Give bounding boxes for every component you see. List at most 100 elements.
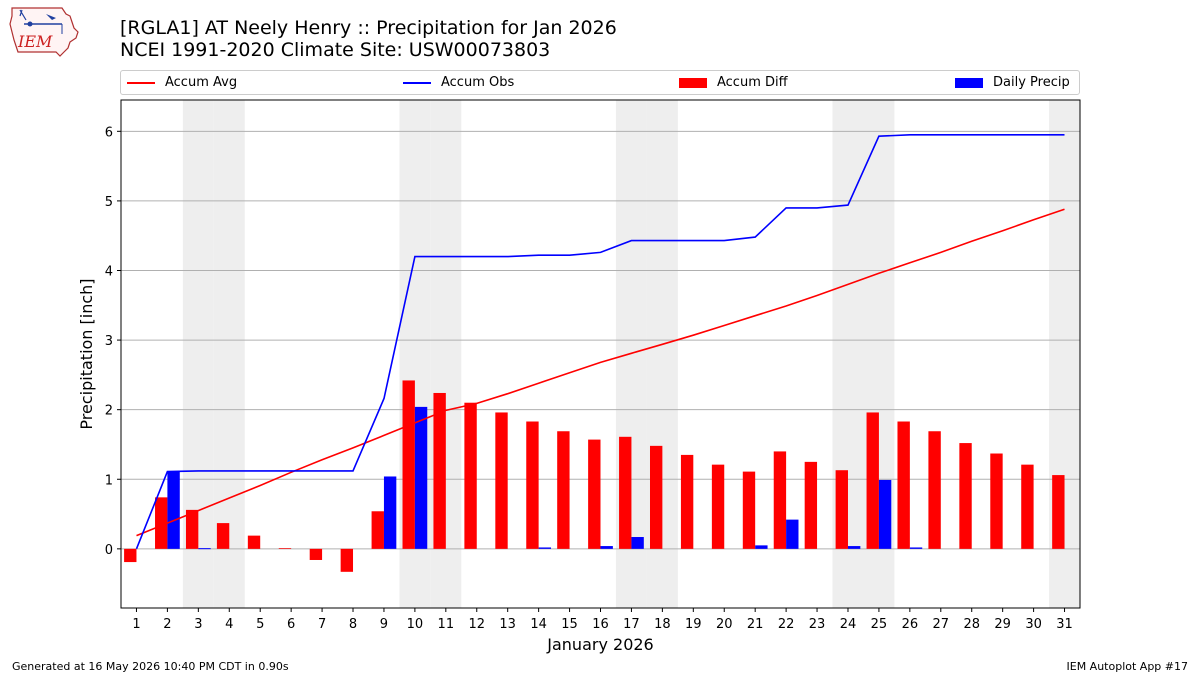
bar-daily-precip-3 [198,548,211,550]
y-tick-label-3: 3 [105,334,113,349]
bar-accum-diff-5 [247,535,261,549]
legend-label-accum-avg: Accum Avg [165,75,238,90]
x-tick-label-6: 6 [287,617,295,632]
legend-swatch-accum-diff [679,77,707,88]
bar-daily-precip-22 [786,519,799,549]
legend-label-accum-diff: Accum Diff [717,75,788,90]
x-axis-label: January 2026 [546,635,653,654]
x-tick-label-17: 17 [623,617,640,632]
bar-accum-diff-29 [990,453,1003,549]
logo-text: IEM [17,32,53,51]
weekend-band-25 [863,100,895,608]
y-tick-label-4: 4 [105,264,113,279]
legend-label-accum-obs: Accum Obs [441,75,515,90]
x-tick-label-5: 5 [256,617,264,632]
bar-accum-diff-1 [124,548,137,563]
bar-accum-diff-28 [959,443,972,549]
legend-swatch-accum-obs [403,81,431,84]
bar-accum-diff-20 [711,464,725,549]
bars [124,380,1065,572]
bar-accum-diff-24 [835,470,848,549]
bar-accum-diff-12 [464,402,477,549]
bar-accum-diff-3 [185,509,199,549]
bar-accum-diff-18 [649,445,663,549]
bar-daily-precip-17 [631,537,644,549]
legend-item-accum-obs: Accum Obs [403,71,514,94]
bar-accum-diff-7 [309,548,323,560]
weekend-band-17 [615,100,647,608]
bar-daily-precip-14 [538,547,552,549]
bar-accum-diff-14 [526,421,539,549]
x-tick-label-18: 18 [654,617,671,632]
bar-daily-precip-10 [414,406,428,549]
accum-lines [135,134,1065,550]
x-tick-label-14: 14 [530,617,547,632]
legend: Accum Avg Accum Obs Accum Diff Daily Pre… [120,70,1080,95]
bar-accum-diff-26 [897,421,910,549]
bar-daily-precip-16 [600,546,613,549]
y-tick-label-5: 5 [105,195,113,210]
x-tick-label-10: 10 [407,617,424,632]
x-tick-label-1: 1 [132,617,140,632]
x-tick-label-28: 28 [963,617,980,632]
chart-title: [RGLA1] AT Neely Henry :: Precipitation … [120,17,617,61]
y-tick-label-0: 0 [105,543,113,558]
legend-item-accum-diff: Accum Diff [679,71,788,94]
bar-accum-diff-21 [742,471,756,549]
weekend-band-31 [1049,100,1080,608]
grid-lines [121,130,1080,550]
bar-daily-precip-21 [755,545,768,549]
bar-daily-precip-26 [909,547,923,549]
bar-accum-diff-6 [278,548,292,549]
bar-accum-diff-8 [340,548,354,572]
weekend-band-3 [182,100,214,608]
bar-accum-diff-27 [928,431,941,549]
x-tick-label-7: 7 [318,617,326,632]
weekend-band-18 [646,100,678,608]
legend-swatch-accum-avg [127,81,155,84]
x-tick-label-22: 22 [778,617,795,632]
bar-accum-diff-22 [773,451,787,549]
x-tick-label-3: 3 [194,617,202,632]
legend-swatch-daily-precip [955,77,983,88]
bar-accum-diff-31 [1052,475,1065,549]
title-line-1: [RGLA1] AT Neely Henry :: Precipitation … [120,17,617,39]
bar-accum-diff-25 [866,412,879,549]
bar-accum-diff-15 [557,431,570,549]
bar-accum-diff-10 [402,380,415,549]
plot-frame [120,99,1081,609]
bar-accum-diff-13 [495,412,508,549]
x-tick-label-2: 2 [163,617,171,632]
y-tick-label-1: 1 [105,473,113,488]
bar-daily-precip-9 [383,476,397,549]
x-tick-label-13: 13 [499,617,516,632]
x-tick-label-26: 26 [902,617,919,632]
x-tick-label-15: 15 [561,617,578,632]
x-tick-label-21: 21 [747,617,764,632]
bar-accum-diff-2 [155,497,168,549]
x-tick-label-20: 20 [716,617,733,632]
line-accum-obs [135,134,1065,550]
x-tick-label-9: 9 [380,617,388,632]
bar-accum-diff-9 [371,511,384,549]
legend-label-daily-precip: Daily Precip [993,75,1070,90]
bar-accum-diff-11 [433,392,446,549]
x-tick-label-16: 16 [592,617,609,632]
bar-daily-precip-2 [167,471,180,549]
legend-item-daily-precip: Daily Precip [955,71,1070,94]
x-tick-label-4: 4 [225,617,233,632]
x-tick-label-12: 12 [468,617,485,632]
weekend-band-10 [399,100,431,608]
y-axis-label: Precipitation [inch] [77,278,96,429]
footer-app: IEM Autoplot App #17 [1066,660,1189,673]
x-tick-label-30: 30 [1025,617,1042,632]
bar-accum-diff-23 [804,461,818,549]
x-tick-label-25: 25 [871,617,888,632]
x-tick-label-19: 19 [685,617,702,632]
weekend-band-11 [430,100,462,608]
bar-accum-diff-16 [588,439,601,549]
title-line-2: NCEI 1991-2020 Climate Site: USW00073803 [120,39,551,61]
weekend-band-24 [832,100,864,608]
